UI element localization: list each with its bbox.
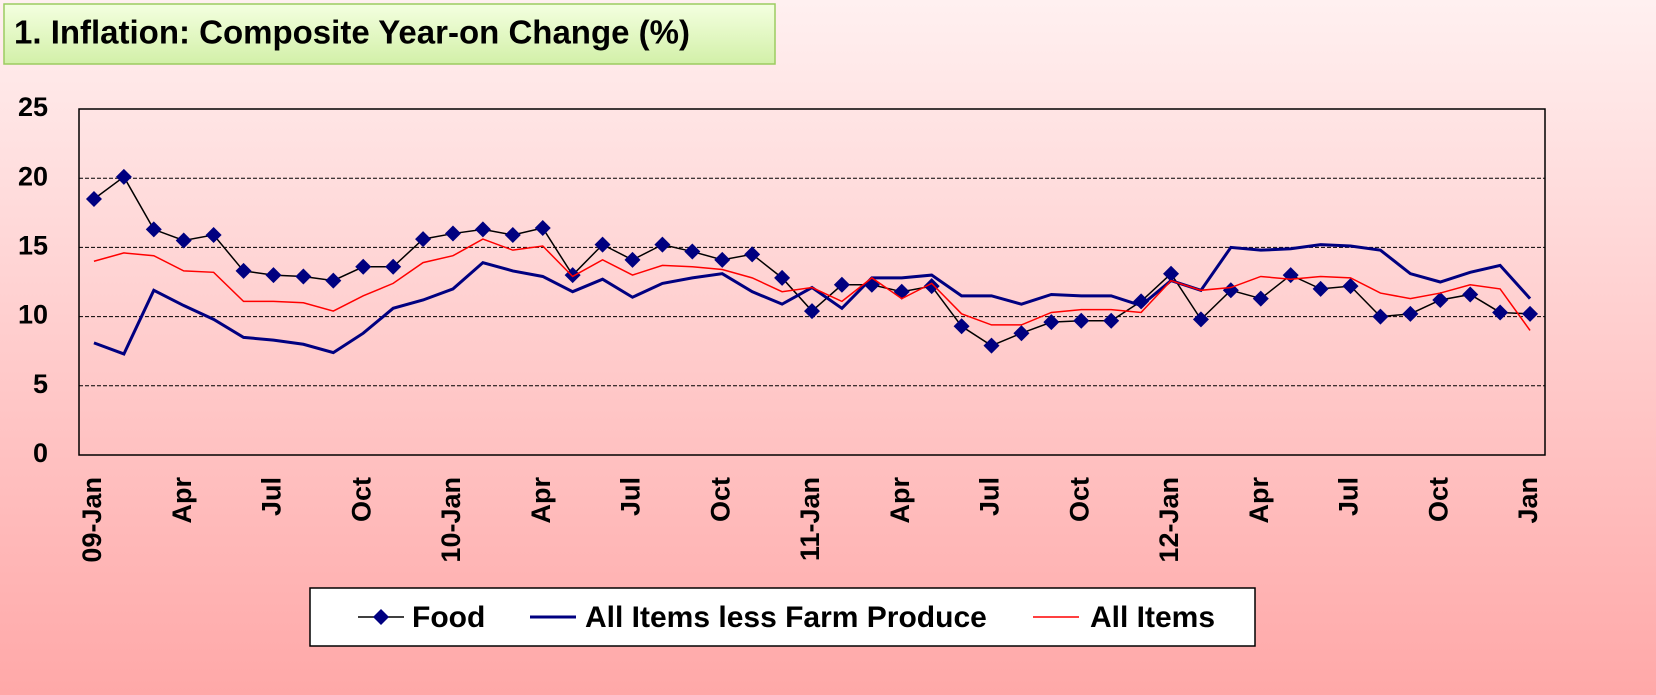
x-tick-label: Apr bbox=[167, 477, 197, 524]
data-point bbox=[175, 232, 192, 249]
data-point bbox=[415, 231, 432, 248]
data-point bbox=[1522, 305, 1539, 322]
data-point bbox=[983, 337, 1000, 354]
data-point bbox=[1073, 312, 1090, 329]
data-point bbox=[85, 190, 102, 207]
y-tick-label: 25 bbox=[18, 92, 48, 122]
x-tick-label: Apr bbox=[1244, 477, 1274, 524]
data-point bbox=[1402, 305, 1419, 322]
x-tick-label: Jan bbox=[1513, 477, 1543, 524]
data-point bbox=[534, 220, 551, 237]
chart-title: 1. Inflation: Composite Year-on Change (… bbox=[14, 14, 690, 51]
data-point bbox=[474, 221, 491, 238]
legend-label: All Items less Farm Produce bbox=[585, 601, 987, 634]
data-point bbox=[1043, 314, 1060, 331]
data-point bbox=[594, 236, 611, 253]
x-tick-label: Oct bbox=[1423, 477, 1453, 522]
data-point bbox=[923, 278, 940, 295]
data-point bbox=[1492, 304, 1509, 321]
data-point bbox=[774, 269, 791, 286]
data-point bbox=[1163, 265, 1180, 282]
data-point bbox=[1432, 291, 1449, 308]
title-box bbox=[3, 3, 776, 65]
data-point bbox=[833, 276, 850, 293]
data-point bbox=[385, 258, 402, 275]
x-tick-label: Apr bbox=[885, 477, 915, 524]
x-tick-label: 12-Jan bbox=[1154, 477, 1184, 563]
y-tick-label: 5 bbox=[33, 369, 48, 399]
x-tick-label: Apr bbox=[526, 477, 556, 524]
y-tick-label: 10 bbox=[18, 300, 48, 330]
x-tick-label: Oct bbox=[705, 477, 735, 522]
x-tick-label: Jul bbox=[975, 477, 1005, 516]
y-tick-label: 15 bbox=[18, 231, 48, 261]
x-tick-label: Jul bbox=[616, 477, 646, 516]
legend-label: Food bbox=[412, 601, 485, 634]
data-point bbox=[235, 262, 252, 279]
data-point bbox=[1342, 278, 1359, 295]
data-point bbox=[145, 221, 162, 238]
x-tick-label: 09-Jan bbox=[77, 477, 107, 563]
data-point bbox=[744, 246, 761, 263]
data-point bbox=[444, 225, 461, 242]
data-point bbox=[1462, 286, 1479, 303]
data-point bbox=[1013, 325, 1030, 342]
data-point bbox=[684, 243, 701, 260]
series-line bbox=[93, 238, 1531, 331]
x-tick-label: 11-Jan bbox=[795, 477, 825, 561]
data-point bbox=[1312, 280, 1329, 297]
data-point bbox=[953, 318, 970, 335]
data-point bbox=[295, 268, 312, 285]
data-point bbox=[1252, 290, 1269, 307]
x-tick-label: 10-Jan bbox=[436, 477, 466, 563]
data-point bbox=[265, 267, 282, 284]
data-point bbox=[804, 303, 820, 320]
x-tick-label: Oct bbox=[346, 477, 376, 522]
data-point bbox=[1372, 308, 1389, 325]
legend-label: All Items bbox=[1090, 601, 1215, 634]
data-point bbox=[714, 251, 731, 268]
x-tick-label: Oct bbox=[1064, 477, 1094, 522]
data-point bbox=[325, 272, 342, 289]
y-tick-label: 0 bbox=[33, 438, 48, 468]
data-point bbox=[1103, 312, 1120, 329]
data-point bbox=[654, 236, 671, 253]
data-point bbox=[504, 226, 521, 243]
data-point bbox=[1192, 311, 1209, 328]
legend-marker bbox=[373, 609, 389, 625]
x-tick-label: Jul bbox=[1334, 477, 1364, 516]
legend-box bbox=[309, 587, 1256, 647]
x-tick-label: Jul bbox=[257, 477, 287, 516]
data-point bbox=[355, 258, 372, 275]
data-point bbox=[624, 251, 641, 268]
data-point bbox=[205, 226, 222, 243]
y-tick-label: 20 bbox=[18, 161, 48, 191]
data-point bbox=[115, 168, 132, 185]
data-point bbox=[564, 267, 581, 284]
